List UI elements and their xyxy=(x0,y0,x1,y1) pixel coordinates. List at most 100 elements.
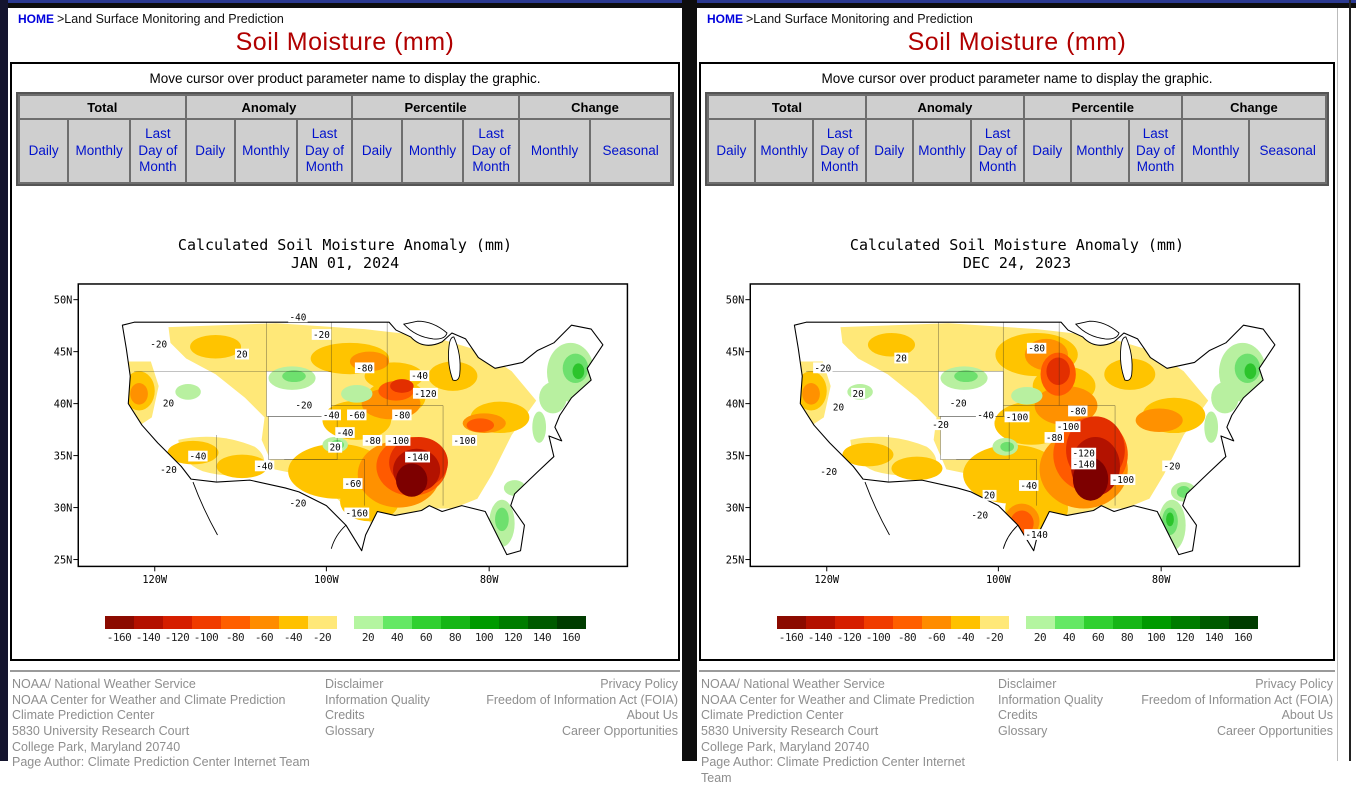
footer-divider xyxy=(10,670,680,672)
svg-text:100W: 100W xyxy=(986,574,1012,586)
nav-percentile-daily[interactable]: Daily xyxy=(353,120,401,182)
svg-text:35N: 35N xyxy=(54,451,73,463)
nav-group-total: Total xyxy=(20,96,185,118)
svg-text:-120: -120 xyxy=(1072,449,1094,460)
glossary-link[interactable]: Glossary xyxy=(325,723,375,738)
nav-total-lastday[interactable]: Last Day of Month xyxy=(814,120,865,182)
svg-text:-100: -100 xyxy=(1057,422,1079,433)
foia-link[interactable]: Freedom of Information Act (FOIA) xyxy=(1141,692,1333,707)
page-title: Soil Moisture (mm) xyxy=(907,28,1127,56)
svg-text:-80: -80 xyxy=(356,363,373,374)
svg-text:-20: -20 xyxy=(1164,461,1181,472)
footer-links-center: Disclaimer Information Quality Credits G… xyxy=(325,677,465,771)
svg-text:-40: -40 xyxy=(337,428,354,439)
nav-anomaly-lastday[interactable]: Last Day of Month xyxy=(972,120,1023,182)
window-right-border xyxy=(1349,0,1351,761)
svg-text:-40: -40 xyxy=(256,461,273,472)
svg-text:-80: -80 xyxy=(364,436,381,447)
nav-total-monthly[interactable]: Monthly xyxy=(69,120,130,182)
nav-change-monthly[interactable]: Monthly xyxy=(519,120,590,182)
svg-text:-20: -20 xyxy=(290,499,307,510)
state-lines xyxy=(806,322,1116,506)
nav-group-anomaly: Anomaly xyxy=(866,96,1023,118)
footer-address: NOAA/ National Weather Service NOAA Cent… xyxy=(12,677,310,770)
disclaimer-link[interactable]: Disclaimer xyxy=(325,677,384,691)
credits-link[interactable]: Credits xyxy=(325,708,365,723)
svg-text:20: 20 xyxy=(896,353,907,364)
career-opportunities-link[interactable]: Career Opportunities xyxy=(561,723,678,738)
nav-percentile-lastday[interactable]: Last Day of Month xyxy=(464,120,518,182)
nav-percentile-monthly[interactable]: Monthly xyxy=(402,120,463,182)
map-date: DEC 24, 2023 xyxy=(962,254,1072,272)
footer-address: NOAA/ National Weather Service NOAA Cent… xyxy=(701,677,975,785)
nav-change-seasonal[interactable]: Seasonal xyxy=(1250,120,1325,182)
svg-text:40N: 40N xyxy=(726,399,745,411)
home-link[interactable]: HOME xyxy=(18,12,54,26)
privacy-policy-link[interactable]: Privacy Policy xyxy=(600,677,678,691)
nav-anomaly-daily[interactable]: Daily xyxy=(186,120,234,182)
svg-text:-60: -60 xyxy=(344,479,361,490)
svg-text:-100: -100 xyxy=(387,436,409,447)
career-opportunities-link[interactable]: Career Opportunities xyxy=(1216,723,1333,738)
nav-anomaly-lastday[interactable]: Last Day of Month xyxy=(297,120,352,182)
page-title: Soil Moisture (mm) xyxy=(235,28,455,56)
nav-group-total: Total xyxy=(709,96,865,118)
svg-text:-20: -20 xyxy=(971,510,988,521)
svg-text:-20: -20 xyxy=(295,401,312,412)
footer-divider xyxy=(699,670,1335,672)
svg-text:-140: -140 xyxy=(406,452,428,463)
svg-text:-40: -40 xyxy=(411,371,428,382)
svg-text:-20: -20 xyxy=(932,420,949,431)
about-us-link[interactable]: About Us xyxy=(626,708,678,723)
nav-anomaly-monthly[interactable]: Monthly xyxy=(235,120,296,182)
us-coastline xyxy=(121,321,604,556)
nav-total-lastday[interactable]: Last Day of Month xyxy=(131,120,185,182)
map-title: Calculated Soil Moisture Anomaly (mm) xyxy=(849,236,1185,254)
window-right-edge xyxy=(1337,8,1356,761)
nav-anomaly-monthly[interactable]: Monthly xyxy=(913,120,971,182)
svg-text:-100: -100 xyxy=(453,436,475,447)
breadcrumb-path: >Land Surface Monitoring and Prediction xyxy=(746,12,973,26)
credits-link[interactable]: Credits xyxy=(998,708,1038,723)
foia-link[interactable]: Freedom of Information Act (FOIA) xyxy=(486,692,678,707)
svg-text:-160: -160 xyxy=(346,508,368,519)
nav-total-monthly[interactable]: Monthly xyxy=(755,120,813,182)
svg-text:100W: 100W xyxy=(314,574,340,586)
breadcrumb: HOME >Land Surface Monitoring and Predict… xyxy=(18,12,682,26)
svg-text:45N: 45N xyxy=(54,347,73,359)
nav-percentile-lastday[interactable]: Last Day of Month xyxy=(1130,120,1181,182)
information-quality-link[interactable]: Information Quality xyxy=(325,692,430,707)
svg-text:-140: -140 xyxy=(1025,530,1047,541)
instruction-text: Move cursor over product parameter name … xyxy=(149,71,541,86)
disclaimer-link[interactable]: Disclaimer xyxy=(998,677,1057,691)
nav-anomaly-daily[interactable]: Daily xyxy=(866,120,912,182)
svg-text:35N: 35N xyxy=(726,451,745,463)
svg-text:25N: 25N xyxy=(726,554,745,566)
svg-text:120W: 120W xyxy=(142,574,168,586)
svg-text:-40: -40 xyxy=(1020,481,1037,492)
browser-panel-left: HOME >Land Surface Monitoring and Predict… xyxy=(8,8,682,769)
privacy-policy-link[interactable]: Privacy Policy xyxy=(1255,677,1333,691)
lake-michigan xyxy=(448,336,461,381)
svg-text:40N: 40N xyxy=(54,399,73,411)
nav-total-daily[interactable]: Daily xyxy=(20,120,68,182)
svg-text:-20: -20 xyxy=(150,340,167,351)
svg-text:20: 20 xyxy=(833,402,844,413)
svg-text:-40: -40 xyxy=(190,452,207,463)
glossary-link[interactable]: Glossary xyxy=(998,723,1048,738)
nav-percentile-monthly[interactable]: Monthly xyxy=(1071,120,1129,182)
about-us-link[interactable]: About Us xyxy=(1281,708,1333,723)
nav-change-seasonal[interactable]: Seasonal xyxy=(591,120,670,182)
contour-labels: -40 -20 -20 20 -80 -40 20 -20 -40 -60 -120 -80 -80 -1… xyxy=(148,311,478,519)
home-link[interactable]: HOME xyxy=(707,12,743,26)
footer-links-center: Disclaimer Information Quality Credits G… xyxy=(998,677,1131,786)
information-quality-link[interactable]: Information Quality xyxy=(998,692,1103,707)
nav-percentile-daily[interactable]: Daily xyxy=(1024,120,1070,182)
nav-change-monthly[interactable]: Monthly xyxy=(1182,120,1249,182)
svg-text:20: 20 xyxy=(984,491,995,502)
instruction-text: Move cursor over product parameter name … xyxy=(821,71,1213,86)
nav-total-daily[interactable]: Daily xyxy=(709,120,754,182)
content-box: Move cursor over product parameter name … xyxy=(10,62,680,661)
svg-text:45N: 45N xyxy=(726,347,745,359)
anomaly-shading xyxy=(122,323,595,547)
